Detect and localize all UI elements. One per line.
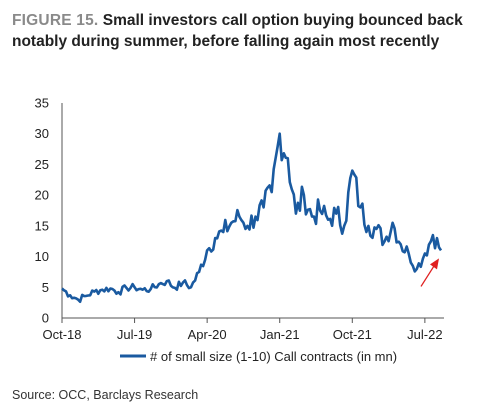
axes: [61, 103, 444, 319]
annotation-arrow-head: [430, 258, 439, 270]
source-note: Source: OCC, Barclays Research: [12, 388, 199, 402]
y-tick-label: 0: [42, 311, 49, 326]
x-tick-label: Oct-18: [42, 327, 81, 342]
x-tick-group: Oct-18 Jul-19 Apr-20 Jan-21 Oct-21 Jul-22: [42, 318, 443, 342]
legend-label: # of small size (1-10) Call contracts (i…: [150, 349, 397, 364]
y-tick-group: 0 5 10 15 20 25 30 35: [35, 96, 49, 326]
x-tick-label: Jan-21: [260, 327, 300, 342]
annotation-group: [420, 258, 439, 287]
x-tick-label: Oct-21: [333, 327, 372, 342]
chart-title: FIGURE 15. Small investors call option b…: [12, 10, 472, 52]
series-line: [61, 132, 443, 304]
annotation-arrow-shaft: [420, 264, 436, 287]
title-text: Small investors call option buying bounc…: [12, 12, 463, 50]
x-tick-label: Jul-22: [407, 327, 442, 342]
y-tick-label: 5: [42, 280, 49, 295]
y-tick-label: 15: [35, 218, 49, 233]
y-tick-label: 20: [35, 188, 49, 203]
y-tick-label: 25: [35, 157, 49, 172]
figure-label: FIGURE 15.: [12, 12, 99, 29]
y-tick-label: 35: [35, 96, 49, 111]
x-tick-label: Apr-20: [188, 327, 227, 342]
y-tick-label: 30: [35, 126, 49, 141]
y-tick-label: 10: [35, 249, 49, 264]
legend[interactable]: # of small size (1-10) Call contracts (i…: [120, 349, 397, 364]
x-tick-label: Jul-19: [117, 327, 152, 342]
series-group: [61, 132, 443, 304]
